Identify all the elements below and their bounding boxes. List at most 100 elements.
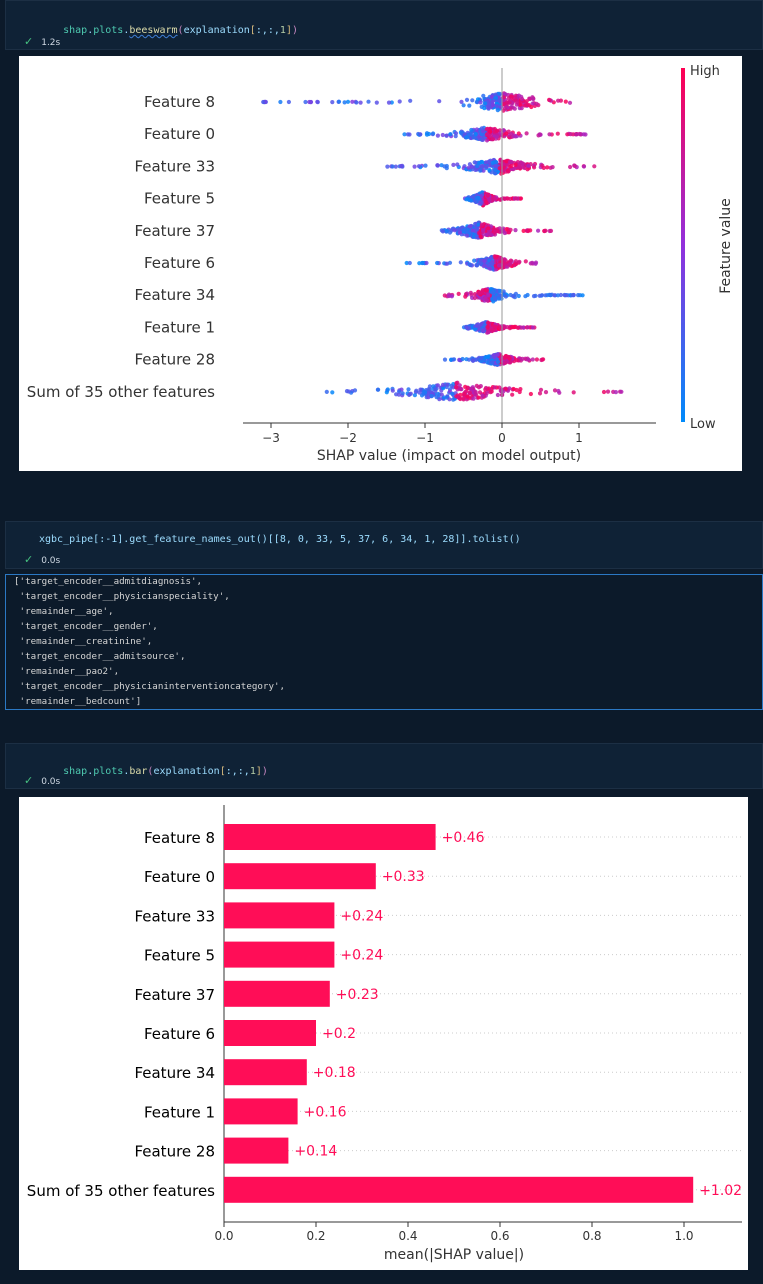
bar-value-label: +0.2 xyxy=(322,1026,356,1042)
code-cell-beeswarm[interactable]: shap.plots.beeswarm(explanation[:,:,1]) … xyxy=(5,0,763,50)
shap-point xyxy=(398,164,404,169)
shap-point xyxy=(497,325,502,330)
shap-point xyxy=(396,392,401,397)
shap-point xyxy=(434,386,439,391)
code-token: beeswarm xyxy=(129,25,178,36)
code-token: [ xyxy=(219,766,226,777)
shap-point xyxy=(619,389,624,394)
bar xyxy=(224,1020,316,1046)
shap-point xyxy=(502,196,507,201)
feature-label: Feature 5 xyxy=(144,190,215,208)
shap-point xyxy=(613,390,619,395)
bar-value-label: +0.46 xyxy=(442,830,485,846)
code-cell-feature-names[interactable]: xgbc_pipe[:-1].get_feature_names_out()[[… xyxy=(5,521,763,569)
shap-point xyxy=(492,171,498,176)
shap-point xyxy=(431,131,436,136)
shap-point xyxy=(555,293,561,298)
shap-point xyxy=(454,385,459,390)
shap-point xyxy=(390,388,395,393)
shap-point xyxy=(515,325,520,330)
shap-point xyxy=(523,259,528,264)
shap-point xyxy=(491,353,496,358)
shap-point xyxy=(516,93,521,98)
shap-point xyxy=(470,98,475,103)
shap-point xyxy=(427,384,432,389)
shap-point xyxy=(435,163,440,168)
code-cell-bar[interactable]: shap.plots.bar(explanation[:,:,1]) ✓ 0.0s xyxy=(5,743,763,789)
shap-point xyxy=(580,293,585,298)
shap-point xyxy=(489,94,494,99)
shap-point xyxy=(471,358,476,363)
shap-point xyxy=(393,164,398,169)
check-icon: ✓ xyxy=(24,553,34,566)
code-token: [ xyxy=(249,25,256,36)
shap-point xyxy=(550,165,555,170)
shap-point xyxy=(424,260,429,266)
shap-point xyxy=(495,352,500,357)
shap-point xyxy=(493,92,498,97)
code-line[interactable]: shap.plots.bar(explanation[:,:,1]) xyxy=(39,755,268,788)
feature-label: Feature 8 xyxy=(144,829,215,847)
shap-point xyxy=(487,197,492,202)
shap-point xyxy=(330,100,335,105)
cell-output-text: ['target_encoder__admitdiagnosis', 'targ… xyxy=(5,574,763,710)
shap-point xyxy=(552,293,557,298)
shap-point xyxy=(358,100,363,105)
shap-point xyxy=(511,386,516,392)
shap-point xyxy=(431,384,436,389)
shap-point xyxy=(459,99,464,104)
feature-label: Feature 0 xyxy=(144,125,215,143)
code-line[interactable]: shap.plots.beeswarm(explanation[:,:,1]) xyxy=(39,14,298,47)
shap-point xyxy=(408,98,413,103)
shap-point xyxy=(494,128,500,133)
shap-point xyxy=(417,261,422,266)
shap-point xyxy=(485,193,490,198)
shap-point xyxy=(445,261,450,266)
shap-point xyxy=(478,168,483,173)
shap-point xyxy=(497,257,502,262)
shap-point xyxy=(444,133,449,138)
feature-label: Feature 37 xyxy=(134,986,215,1004)
shap-point xyxy=(421,391,426,396)
shap-point xyxy=(487,167,492,173)
shap-point xyxy=(465,394,470,399)
shap-point xyxy=(303,99,308,105)
shap-point xyxy=(490,360,496,365)
shap-point xyxy=(412,393,417,398)
shap-point xyxy=(486,226,491,231)
shap-point xyxy=(278,99,283,105)
shap-point xyxy=(492,385,497,390)
shap-point xyxy=(477,390,483,395)
output-line: 'target_encoder__physicianinterventionca… xyxy=(14,681,286,692)
feature-label: Sum of 35 other features xyxy=(27,383,215,401)
shap-point xyxy=(524,99,529,104)
bar xyxy=(224,824,436,850)
shap-point xyxy=(442,357,448,362)
code-line[interactable]: xgbc_pipe[:-1].get_feature_names_out()[[… xyxy=(39,534,521,545)
execution-status: ✓ 0.0s xyxy=(24,553,60,566)
shap-point xyxy=(473,132,478,137)
shap-point xyxy=(418,387,423,392)
feature-label: Feature 1 xyxy=(144,318,215,336)
shap-point xyxy=(452,228,457,233)
shap-point xyxy=(416,164,422,169)
shap-point xyxy=(504,227,509,232)
shap-point xyxy=(581,164,587,169)
shap-point xyxy=(517,163,522,168)
shap-point xyxy=(435,133,440,138)
shap-point xyxy=(530,260,535,265)
shap-point xyxy=(540,293,545,298)
shap-point xyxy=(497,166,502,171)
shap-point xyxy=(485,360,490,365)
x-tick-label: −2 xyxy=(339,431,357,445)
bar-value-label: +0.14 xyxy=(294,1144,337,1160)
shap-point xyxy=(492,230,497,235)
shap-point xyxy=(548,228,554,233)
shap-point xyxy=(463,384,468,389)
shap-point xyxy=(315,99,320,104)
shap-point xyxy=(565,132,570,137)
x-tick-label: 1.0 xyxy=(674,1229,693,1243)
shap-point xyxy=(441,386,446,391)
shap-point xyxy=(385,387,390,392)
feature-label: Feature 5 xyxy=(144,947,215,965)
